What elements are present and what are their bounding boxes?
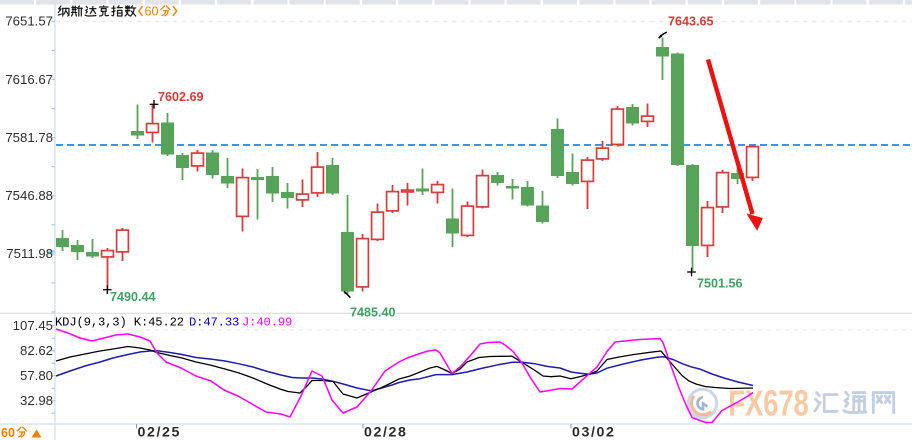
svg-text:7651.57: 7651.57 (5, 14, 53, 29)
svg-text:FX678: FX678 (728, 383, 809, 424)
svg-text:KDJ(9,3,3) K:45.22: KDJ(9,3,3) K:45.22 (55, 316, 184, 330)
svg-text:32.98: 32.98 (20, 393, 53, 408)
svg-text:7643.65: 7643.65 (668, 15, 714, 29)
svg-text:7602.69: 7602.69 (158, 90, 204, 104)
svg-text:J:40.99: J:40.99 (242, 316, 292, 330)
svg-text:7501.56: 7501.56 (697, 277, 743, 291)
svg-text:57.80: 57.80 (20, 368, 53, 383)
svg-text:7546.88: 7546.88 (5, 188, 53, 203)
svg-text:03/02: 03/02 (572, 425, 616, 440)
svg-text:60: 60 (1, 426, 15, 440)
svg-text:02/28: 02/28 (364, 425, 408, 440)
svg-text:107.45: 107.45 (13, 318, 53, 333)
svg-text:7616.67: 7616.67 (5, 72, 53, 87)
svg-text:7581.78: 7581.78 (5, 130, 53, 145)
svg-text:82.62: 82.62 (20, 343, 53, 358)
svg-text:D:47.33: D:47.33 (189, 316, 239, 330)
svg-text:60: 60 (145, 5, 159, 19)
svg-text:02/25: 02/25 (138, 425, 182, 440)
svg-text:7485.40: 7485.40 (350, 306, 396, 320)
svg-text:7490.44: 7490.44 (110, 290, 156, 304)
svg-text:7511.98: 7511.98 (6, 246, 53, 261)
